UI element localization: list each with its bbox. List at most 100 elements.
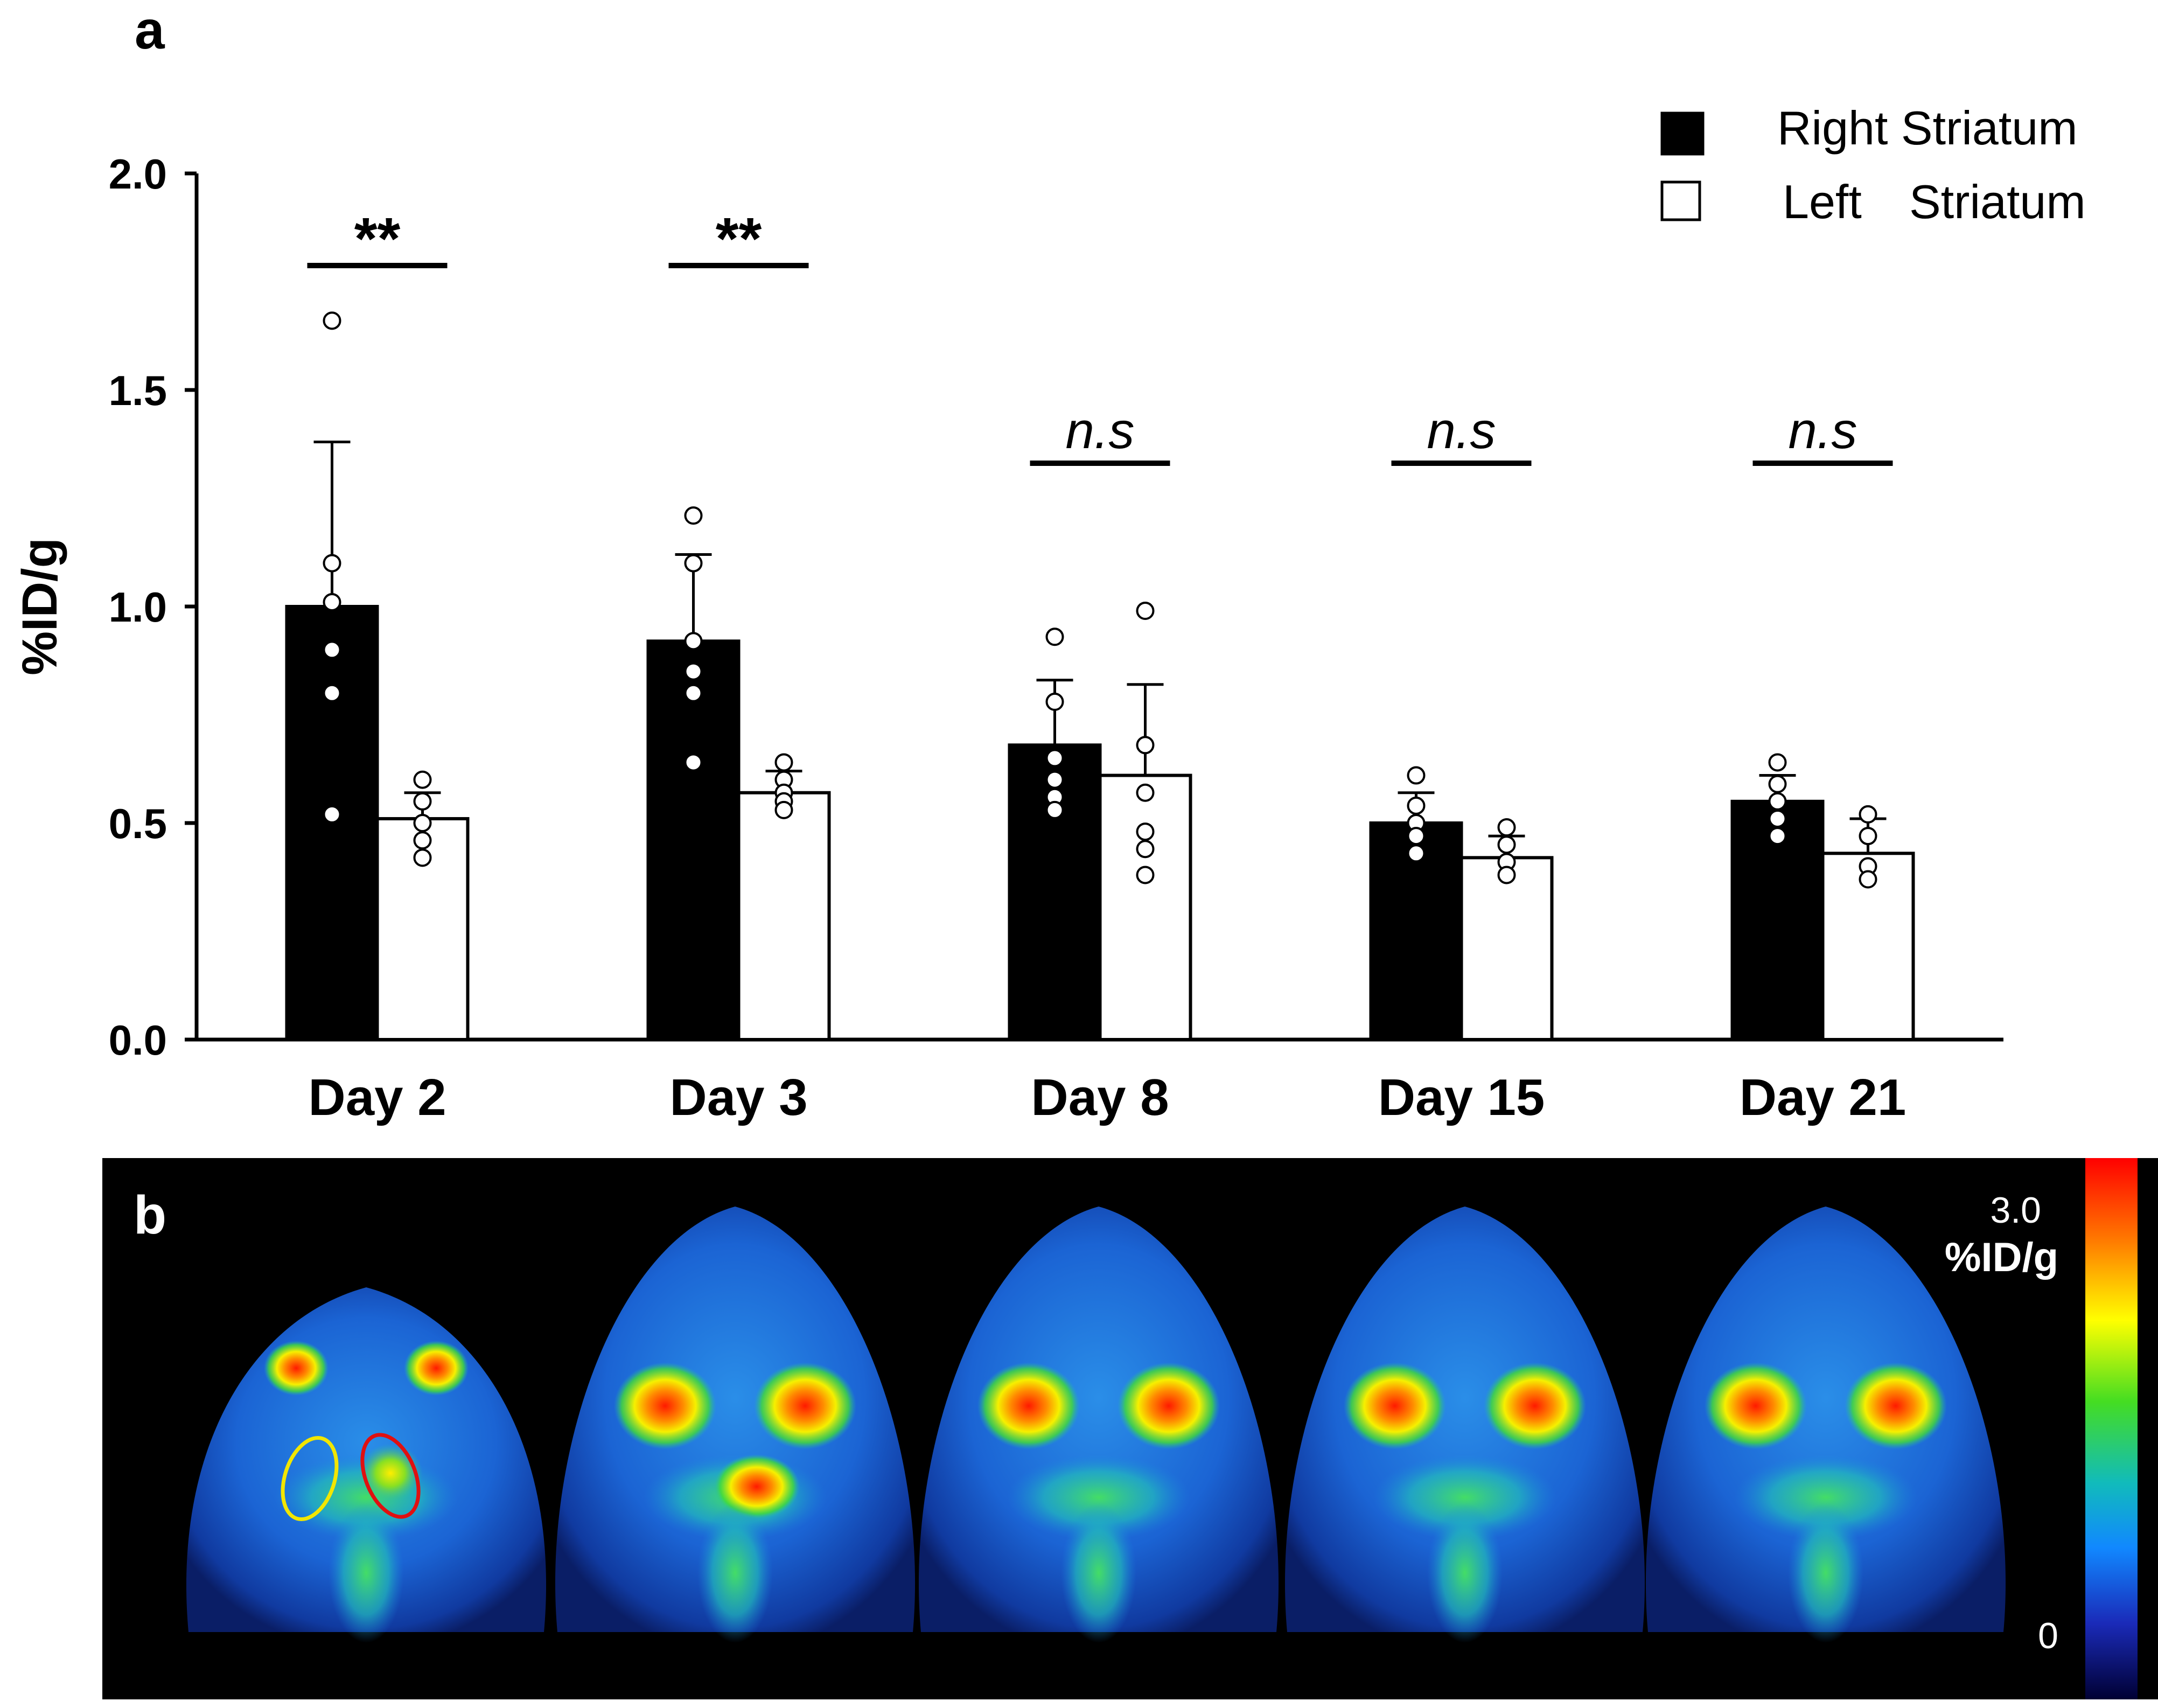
data-point xyxy=(1768,775,1787,793)
pet-brain-3 xyxy=(918,1207,1279,1643)
data-point xyxy=(413,814,432,832)
legend-label-right-striatum: Right Striatum xyxy=(1777,101,2078,155)
panel-a-label: a xyxy=(135,0,165,60)
data-point xyxy=(1136,866,1155,884)
uptake-hotspot-left xyxy=(264,1341,329,1396)
legend-swatch-left-striatum xyxy=(1660,180,1701,221)
data-point xyxy=(413,770,432,789)
legend-label-left: Left xyxy=(1783,175,1862,228)
uptake-mid-region xyxy=(1373,1454,1556,1540)
x-tick-label: Day 2 xyxy=(308,1069,446,1126)
brain-outline xyxy=(918,1207,1279,1632)
bar-left-striatum xyxy=(737,791,831,1041)
data-point xyxy=(413,831,432,850)
data-point xyxy=(1768,753,1787,772)
uptake-stem-region xyxy=(697,1503,773,1643)
uptake-stem-region xyxy=(329,1503,404,1643)
uptake-hotspot-right xyxy=(1484,1362,1586,1449)
bar-left-striatum xyxy=(1459,856,1554,1041)
brain-outline xyxy=(1284,1207,1645,1632)
x-tick-label: Day 21 xyxy=(1740,1069,1906,1126)
uptake-hotspot-left xyxy=(977,1362,1080,1449)
uptake-hotspot-left xyxy=(614,1362,716,1449)
data-point xyxy=(684,662,703,681)
data-point xyxy=(1859,870,1877,889)
data-point xyxy=(1045,749,1064,768)
uptake-hotspot-right xyxy=(1118,1362,1220,1449)
uptake-lesion-spot xyxy=(358,1444,423,1503)
y-tick-label: 2.0 xyxy=(109,150,167,198)
data-point xyxy=(1407,766,1426,785)
data-point xyxy=(1136,602,1155,621)
pet-brain-images xyxy=(186,1207,2006,1643)
x-tick-label: Day 3 xyxy=(669,1069,807,1126)
data-point xyxy=(1407,844,1426,863)
data-point xyxy=(684,506,703,525)
data-point xyxy=(1045,800,1064,819)
data-point xyxy=(1497,866,1516,884)
x-tick-label: Day 15 xyxy=(1378,1069,1545,1126)
data-point xyxy=(1768,792,1787,811)
pet-brain-1 xyxy=(186,1287,547,1643)
significance-label: n.s xyxy=(1788,402,1857,459)
chart-axes: 0.0 0.5 1.0 1.5 2.0 %ID/g Day 2 Day 3 Day 8 Day 1… xyxy=(12,150,2003,1126)
data-point xyxy=(413,792,432,811)
uptake-stem-region xyxy=(1061,1503,1136,1643)
uptake-hotspot-right xyxy=(404,1341,469,1396)
pet-brain-2 xyxy=(555,1207,916,1643)
y-tick-label: 0.5 xyxy=(109,800,167,847)
y-tick-label: 1.5 xyxy=(109,367,167,414)
chart-bars xyxy=(285,311,1915,1042)
bar-left-striatum xyxy=(1098,773,1192,1042)
significance-annotations: ** ** n.s n.s n.s xyxy=(307,206,1893,466)
panel-b-label: b xyxy=(134,1185,166,1245)
colorbar-unit-label: %ID/g xyxy=(1945,1235,2058,1280)
data-point xyxy=(1859,827,1877,846)
significance-label: ** xyxy=(354,206,401,272)
colorbar-max-label: 3.0 xyxy=(1990,1190,2041,1231)
uptake-stem-region xyxy=(1427,1503,1503,1643)
significance-label: n.s xyxy=(1427,402,1496,459)
legend-swatch-right-striatum xyxy=(1660,111,1705,156)
uptake-hotspot-right xyxy=(754,1362,856,1449)
data-point xyxy=(1407,796,1426,815)
data-point xyxy=(1045,692,1064,711)
data-point xyxy=(684,632,703,651)
data-point xyxy=(1136,783,1155,802)
data-point xyxy=(1497,818,1516,837)
bar-right-striatum xyxy=(1730,799,1825,1042)
data-point xyxy=(1859,805,1877,824)
y-tick-label: 1.0 xyxy=(109,583,167,631)
data-point xyxy=(1768,809,1787,828)
data-point xyxy=(323,640,341,659)
pet-image-panel: b 3.0 %ID/g 0 xyxy=(102,1158,2158,1699)
uptake-hotspot-right xyxy=(1845,1362,1947,1449)
data-point xyxy=(1136,822,1155,841)
uptake-mid-region xyxy=(1734,1454,1917,1540)
uptake-mid-region xyxy=(1007,1454,1190,1540)
significance-label: n.s xyxy=(1065,402,1134,459)
data-point xyxy=(684,753,703,772)
data-point xyxy=(684,684,703,702)
data-point xyxy=(323,592,341,611)
data-point xyxy=(323,684,341,702)
data-point xyxy=(413,848,432,867)
brain-outline xyxy=(1645,1207,2006,1632)
pet-brain-4 xyxy=(1284,1207,1645,1643)
brain-outline xyxy=(555,1207,916,1632)
roi-ellipse-yellow xyxy=(281,1435,339,1522)
legend-label-striatum: Striatum xyxy=(1909,175,2086,228)
x-tick-label: Day 8 xyxy=(1031,1069,1169,1126)
significance-label: ** xyxy=(716,206,762,272)
colorbar-min-label: 0 xyxy=(2038,1615,2058,1656)
data-point xyxy=(323,805,341,824)
data-point xyxy=(684,554,703,573)
colorbar xyxy=(2085,1158,2138,1699)
data-point xyxy=(323,554,341,573)
uptake-hotspot-left xyxy=(1705,1362,1807,1449)
pet-brain-5 xyxy=(1645,1207,2006,1643)
y-axis-label: %ID/g xyxy=(12,538,67,675)
y-tick-label: 0.0 xyxy=(109,1016,167,1064)
uptake-hotspot-left xyxy=(1344,1362,1446,1449)
